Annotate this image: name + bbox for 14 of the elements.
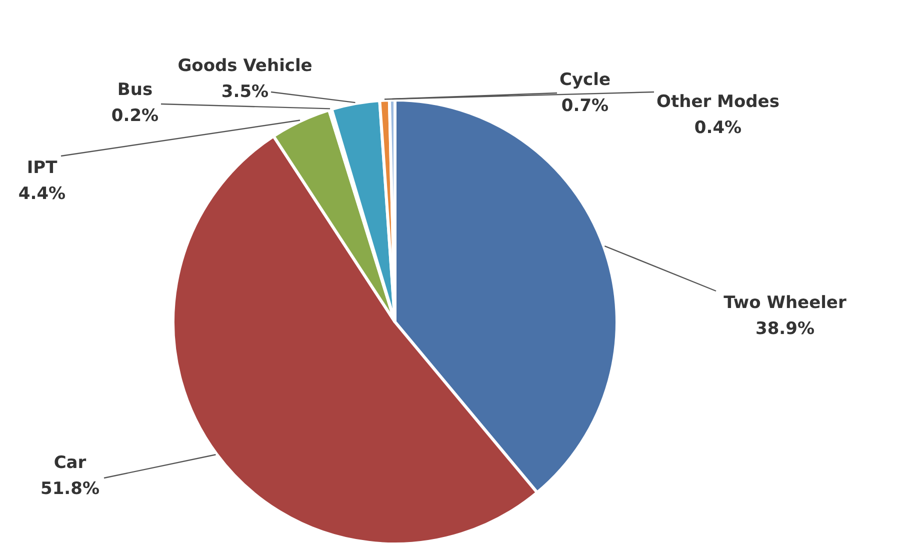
data-label: 0.7%	[561, 96, 609, 116]
slice-label: Bus	[117, 80, 153, 100]
data-label: 3.5%	[221, 82, 269, 102]
data-label: 4.4%	[18, 184, 66, 204]
slice-label: Other Modes	[656, 92, 780, 112]
data-label: 0.4%	[694, 118, 742, 138]
slice-label: IPT	[26, 158, 58, 178]
slice-label: Two Wheeler	[724, 293, 847, 313]
slice-label: Car	[54, 453, 87, 473]
slice-label: Cycle	[560, 70, 610, 90]
data-label: 38.9%	[756, 319, 814, 339]
data-label: 0.2%	[111, 106, 159, 126]
data-label: 51.8%	[40, 479, 100, 499]
slice-label: Goods Vehicle	[178, 56, 312, 76]
